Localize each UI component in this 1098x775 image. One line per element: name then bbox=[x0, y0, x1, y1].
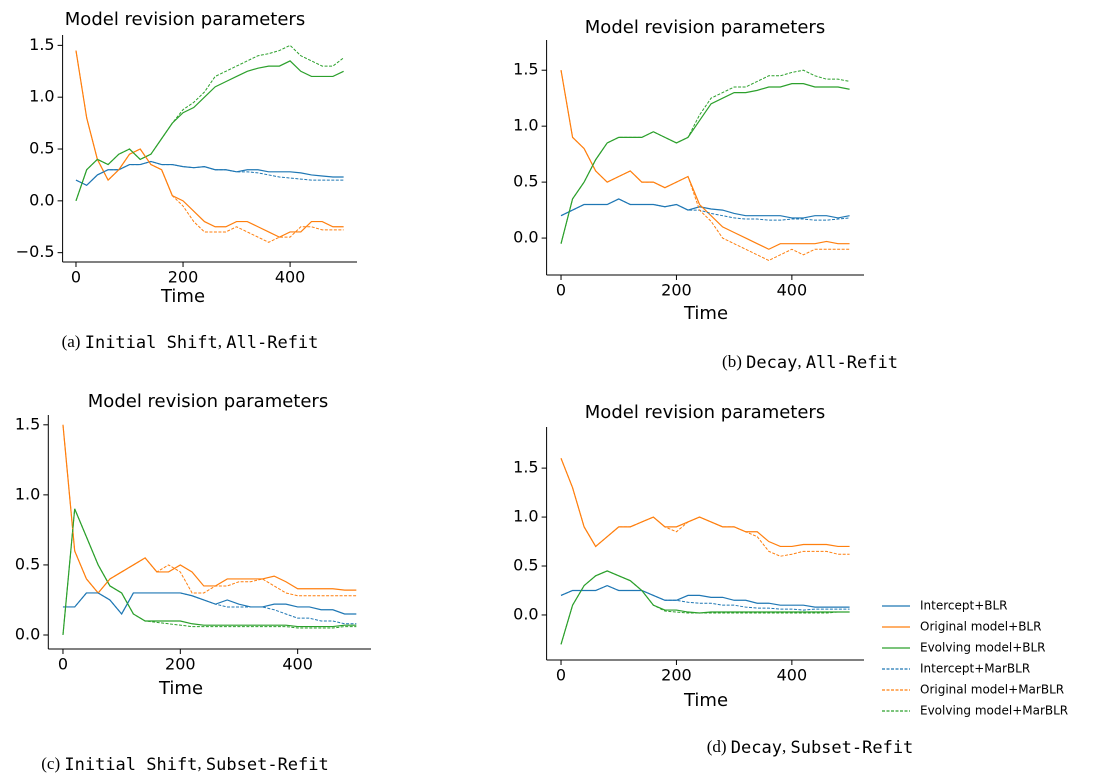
y-tick-label: 0.0 bbox=[513, 604, 538, 623]
series-line bbox=[560, 585, 850, 611]
y-tick-label: −0.5 bbox=[16, 242, 55, 261]
y-tick-label: 1.5 bbox=[29, 35, 54, 54]
caption-part: , bbox=[218, 332, 227, 351]
caption-part: , bbox=[797, 352, 806, 371]
caption: (c) Initial Shift, Subset-Refit bbox=[41, 754, 329, 775]
legend-label: Original model+BLR bbox=[920, 620, 1041, 634]
series-line bbox=[560, 69, 850, 244]
y-tick-label: 1.5 bbox=[513, 60, 538, 79]
series-line bbox=[560, 70, 850, 262]
x-tick-label: 200 bbox=[165, 655, 196, 674]
series-line bbox=[75, 50, 344, 243]
y-tick-label: 0.5 bbox=[29, 139, 54, 158]
x-axis-label: Time bbox=[683, 303, 728, 324]
chart-title: Model revision parameters bbox=[88, 391, 328, 412]
caption-part: (d) bbox=[707, 737, 731, 756]
y-tick-label: 0.5 bbox=[15, 554, 40, 573]
x-tick-label: 400 bbox=[777, 281, 808, 300]
series-line bbox=[560, 198, 850, 219]
series-line bbox=[75, 160, 344, 186]
caption-part: (a) bbox=[62, 332, 85, 351]
caption-part: All-Refit bbox=[226, 333, 318, 353]
caption-part: All-Refit bbox=[806, 353, 898, 373]
x-axis-label: Time bbox=[158, 678, 203, 699]
series-line bbox=[75, 60, 344, 202]
series-line bbox=[560, 570, 850, 645]
series-line bbox=[75, 160, 344, 187]
series-line bbox=[560, 570, 850, 645]
caption-part: Initial Shift bbox=[85, 333, 218, 353]
caption: (a) Initial Shift, All-Refit bbox=[62, 332, 319, 353]
x-tick-label: 400 bbox=[282, 655, 313, 674]
y-tick-label: 1.5 bbox=[15, 414, 40, 433]
caption-part: Subset-Refit bbox=[790, 738, 913, 758]
series-line bbox=[560, 458, 850, 557]
y-tick-label: 1.5 bbox=[513, 458, 538, 477]
caption-part: Decay bbox=[731, 738, 782, 758]
y-tick-label: 0.5 bbox=[513, 556, 538, 575]
caption-part: (b) bbox=[722, 352, 746, 371]
chart-title: Model revision parameters bbox=[585, 402, 825, 423]
chart-title: Model revision parameters bbox=[65, 9, 305, 30]
legend-label: Intercept+MarBLR bbox=[920, 662, 1030, 676]
caption-part: , bbox=[782, 737, 791, 756]
series-line bbox=[75, 44, 344, 202]
x-axis-label: Time bbox=[160, 286, 205, 307]
y-tick-label: 0.0 bbox=[29, 190, 54, 209]
y-tick-label: 1.0 bbox=[513, 116, 538, 135]
x-tick-label: 200 bbox=[661, 666, 692, 685]
caption-part: (c) bbox=[41, 754, 64, 773]
series-line bbox=[62, 424, 357, 594]
series-line bbox=[560, 198, 850, 221]
x-axis-label: Time bbox=[683, 690, 728, 711]
series-line bbox=[62, 508, 357, 636]
legend-label: Intercept+BLR bbox=[920, 599, 1008, 613]
x-tick-label: 400 bbox=[777, 666, 808, 685]
y-tick-label: 0.0 bbox=[513, 228, 538, 247]
series-line bbox=[62, 508, 357, 636]
chart-title: Model revision parameters bbox=[585, 17, 825, 38]
y-tick-label: 1.0 bbox=[29, 87, 54, 106]
x-tick-label: 0 bbox=[556, 281, 566, 300]
caption: (d) Decay, Subset-Refit bbox=[707, 737, 914, 758]
y-tick-label: 0.5 bbox=[513, 172, 538, 191]
x-tick-label: 200 bbox=[168, 268, 199, 287]
series-line bbox=[62, 592, 357, 625]
legend-label: Original model+MarBLR bbox=[920, 683, 1064, 697]
series-line bbox=[62, 592, 357, 616]
series-line bbox=[560, 70, 850, 250]
series-line bbox=[62, 424, 357, 597]
y-tick-label: 1.0 bbox=[513, 507, 538, 526]
series-line bbox=[560, 584, 850, 608]
x-tick-label: 0 bbox=[71, 268, 81, 287]
caption-part: Subset-Refit bbox=[206, 755, 329, 775]
legend-label: Evolving model+MarBLR bbox=[920, 704, 1068, 718]
x-tick-label: 0 bbox=[556, 666, 566, 685]
caption: (b) Decay, All-Refit bbox=[722, 352, 898, 373]
x-tick-label: 200 bbox=[661, 281, 692, 300]
caption-part: , bbox=[197, 754, 206, 773]
y-tick-label: 1.0 bbox=[15, 484, 40, 503]
series-line bbox=[75, 50, 344, 238]
x-tick-label: 0 bbox=[58, 655, 68, 674]
x-tick-label: 400 bbox=[275, 268, 306, 287]
caption-part: Decay bbox=[746, 353, 797, 373]
caption-part: Initial Shift bbox=[64, 755, 197, 775]
legend-label: Evolving model+BLR bbox=[920, 641, 1046, 655]
series-line bbox=[560, 458, 850, 548]
y-tick-label: 0.0 bbox=[15, 624, 40, 643]
